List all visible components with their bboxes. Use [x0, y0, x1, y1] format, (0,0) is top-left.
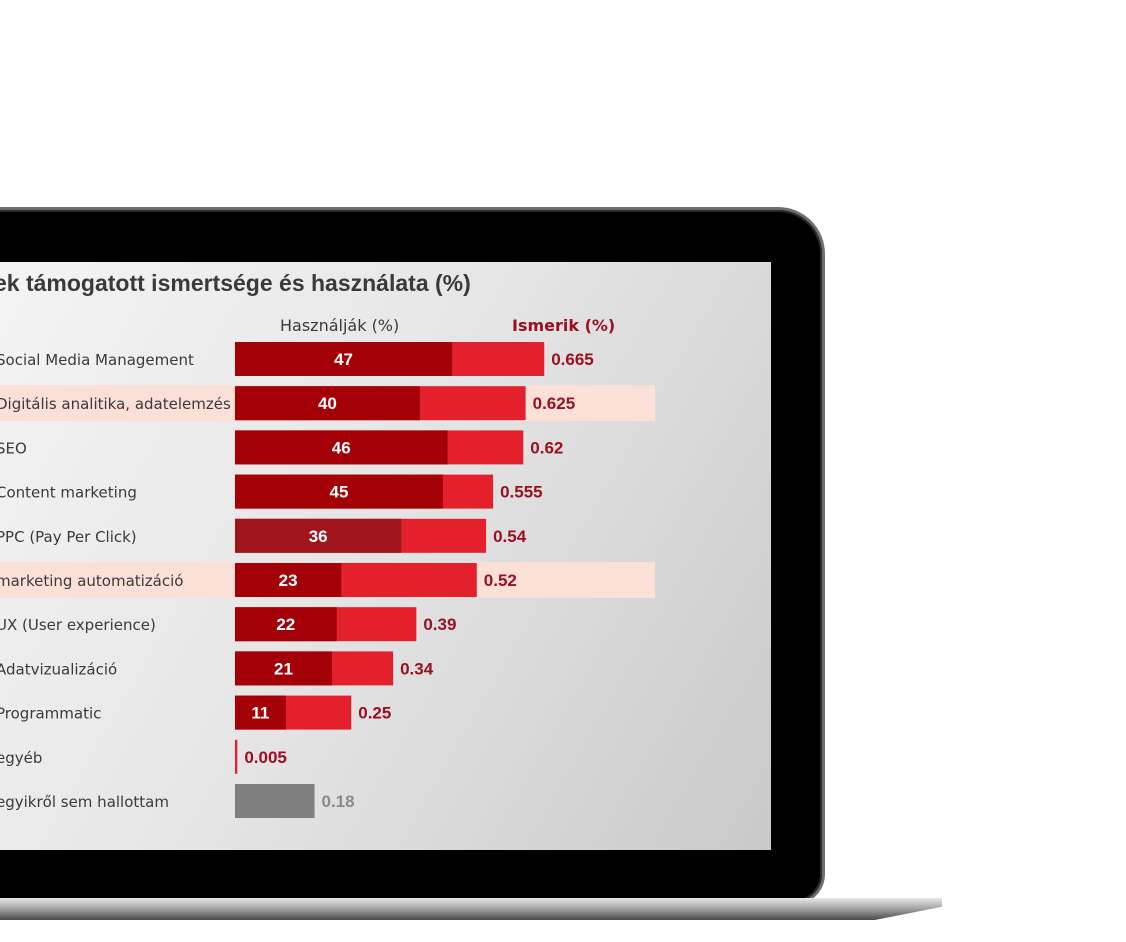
used-value-label: 45: [329, 483, 348, 502]
known-value-label: 0.52: [484, 571, 517, 590]
header-used: Használják (%): [280, 316, 400, 335]
category-label: marketing automatizáció: [0, 572, 183, 590]
known-bar: [235, 784, 315, 818]
category-label: SEO: [0, 439, 27, 457]
laptop-screen: ek támogatott ismertsége és használata (…: [0, 262, 771, 850]
category-label: Social Media Management: [0, 351, 194, 369]
known-value-label: 0.665: [551, 350, 594, 369]
category-label: Adatvizualizáció: [0, 660, 117, 678]
known-value-label: 0.625: [533, 394, 576, 413]
used-bar: [235, 563, 342, 597]
category-label: Content marketing: [0, 484, 137, 502]
used-bar: [235, 342, 453, 376]
used-value-label: 46: [332, 438, 351, 457]
used-bar: [235, 474, 443, 509]
known-value-label: 0.54: [493, 527, 527, 546]
used-value-label: 47: [334, 350, 353, 369]
used-value-label: 21: [274, 659, 293, 678]
known-value-label: 0.62: [530, 438, 563, 457]
laptop-base: [0, 898, 942, 920]
used-value-label: 40: [318, 394, 337, 413]
category-label: egyéb: [0, 749, 42, 767]
known-value-label: 0.005: [244, 748, 287, 767]
used-value-label: 36: [309, 527, 328, 546]
category-label: PPC (Pay Per Click): [0, 528, 137, 546]
category-label: Digitális analitika, adatelemzés: [0, 395, 231, 413]
known-value-label: 0.34: [400, 659, 434, 678]
bar-chart: Social Media Management 47 0.665 Digitális …: [0, 342, 655, 818]
category-label: egyikről sem hallottam: [0, 793, 169, 811]
known-value-label: 0.18: [322, 792, 355, 811]
chart-title: ek támogatott ismertsége és használata (…: [0, 270, 471, 296]
used-value-label: 11: [251, 704, 269, 723]
used-bar: [235, 518, 402, 553]
used-bar: [235, 607, 337, 642]
category-label: UX (User experience): [0, 616, 156, 634]
known-bar: [235, 739, 238, 774]
used-bar: [235, 386, 420, 421]
used-value-label: 23: [279, 571, 298, 590]
category-label: Programmatic: [0, 705, 101, 723]
header-known: Ismerik (%): [512, 316, 616, 335]
used-bar: [235, 430, 448, 465]
known-value-label: 0.25: [358, 704, 391, 723]
known-value-label: 0.555: [500, 483, 543, 502]
known-value-label: 0.39: [423, 615, 456, 634]
used-bar: [235, 695, 286, 730]
used-value-label: 22: [276, 615, 295, 634]
used-bar: [235, 651, 333, 686]
